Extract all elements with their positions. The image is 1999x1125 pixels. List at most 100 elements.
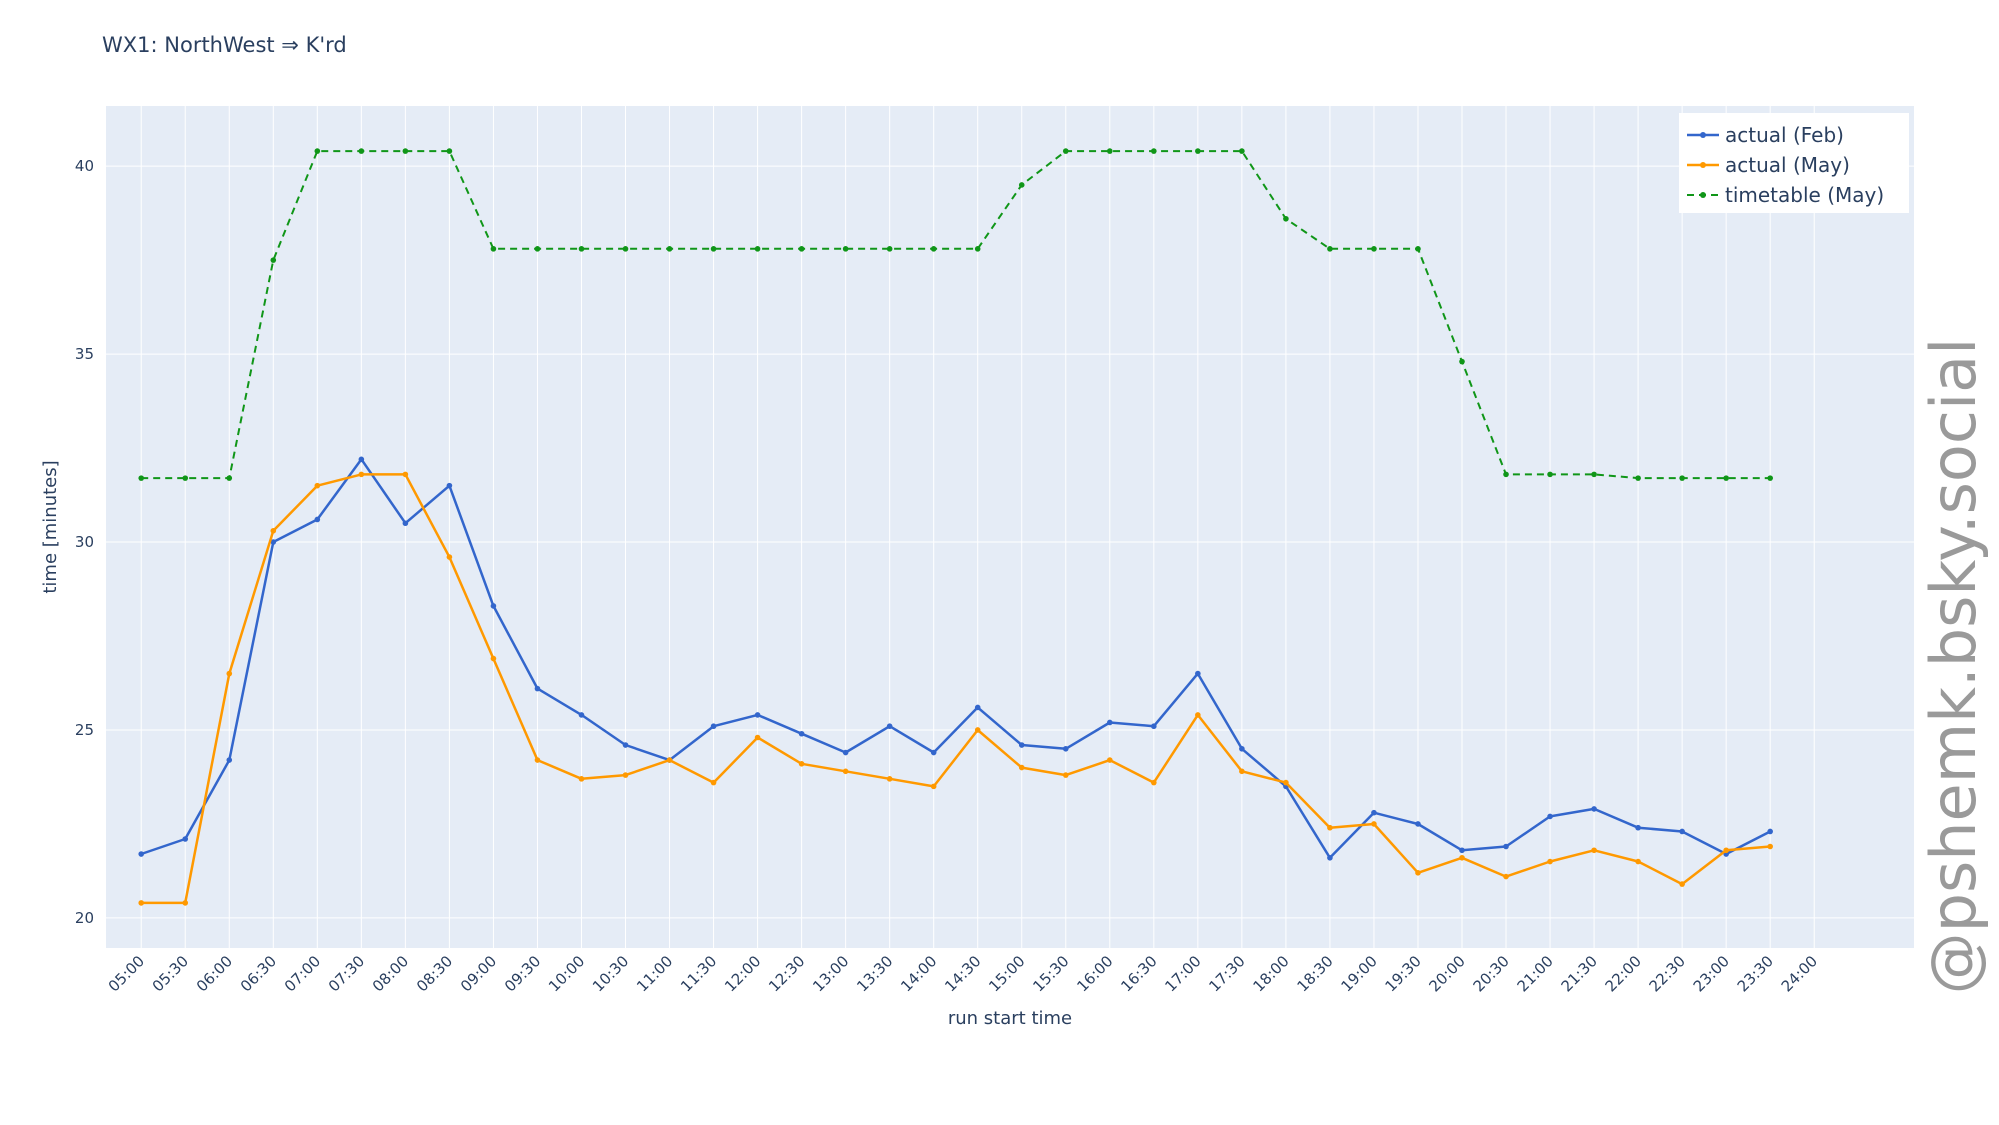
plot-area xyxy=(106,106,1914,948)
data-point xyxy=(1195,712,1201,718)
data-point xyxy=(1327,854,1333,861)
data-point xyxy=(1767,475,1773,481)
data-point xyxy=(1547,858,1553,865)
data-point xyxy=(1459,847,1465,854)
data-point xyxy=(666,246,673,252)
data-point xyxy=(666,757,673,763)
legend-marker xyxy=(1700,192,1706,198)
data-point xyxy=(1591,847,1597,854)
legend-label: actual (Feb) xyxy=(1725,123,1844,147)
data-point xyxy=(402,471,409,478)
data-point xyxy=(138,900,145,906)
data-point xyxy=(314,516,321,523)
data-point xyxy=(182,475,189,481)
data-point xyxy=(1018,742,1025,748)
data-point xyxy=(1239,745,1245,752)
legend[interactable]: actual (Feb) actual (May) timetable (May) xyxy=(1679,113,1909,213)
data-point xyxy=(534,246,541,252)
data-point xyxy=(534,685,541,692)
y-tick-label: 30 xyxy=(75,533,94,551)
data-point xyxy=(270,527,277,534)
data-point xyxy=(1679,475,1685,481)
data-point xyxy=(226,475,233,481)
data-point xyxy=(622,742,629,748)
y-tick-label: 20 xyxy=(75,909,94,927)
data-point xyxy=(1327,246,1333,252)
data-point xyxy=(358,471,365,478)
data-point xyxy=(1371,246,1377,252)
legend-item[interactable]: actual (May) xyxy=(1687,153,1850,177)
y-tick-label: 35 xyxy=(75,345,94,363)
data-point xyxy=(1062,772,1069,778)
y-axis-title: time [minutes] xyxy=(40,460,61,593)
data-point xyxy=(182,900,189,906)
legend-item[interactable]: actual (Feb) xyxy=(1687,123,1844,147)
data-point xyxy=(710,723,717,730)
data-point xyxy=(1679,881,1685,887)
series-line xyxy=(141,150,1771,480)
data-point xyxy=(534,757,541,763)
data-point xyxy=(1151,148,1157,154)
series-actual-may xyxy=(138,471,1773,906)
data-point xyxy=(1195,670,1201,677)
data-point xyxy=(1591,471,1597,478)
data-point xyxy=(1371,809,1377,816)
data-point xyxy=(1062,745,1069,752)
data-point xyxy=(182,836,189,842)
data-point xyxy=(754,246,761,252)
data-point xyxy=(842,246,849,252)
data-point xyxy=(578,776,585,782)
legend-item[interactable]: timetable (May) xyxy=(1687,183,1884,207)
data-point xyxy=(1503,471,1509,478)
data-point xyxy=(1371,821,1377,827)
data-point xyxy=(1767,843,1773,850)
data-point xyxy=(886,246,893,252)
data-point xyxy=(1151,723,1157,730)
data-point xyxy=(1415,821,1421,827)
data-point xyxy=(358,148,365,154)
data-point xyxy=(1767,828,1773,835)
data-point xyxy=(754,712,761,718)
data-point xyxy=(1106,148,1113,154)
data-point xyxy=(490,246,497,252)
data-point xyxy=(974,704,981,711)
data-point xyxy=(1459,358,1465,365)
data-point xyxy=(446,554,453,560)
data-point xyxy=(1503,843,1509,850)
chart-title: WX1: NorthWest ⇒ K'rd xyxy=(102,33,347,57)
data-point xyxy=(1018,182,1025,188)
data-point xyxy=(138,851,145,857)
data-point xyxy=(1503,873,1509,880)
data-point xyxy=(1327,824,1333,831)
y-axis: 20 25 30 35 40 xyxy=(75,157,94,927)
data-point xyxy=(710,779,717,786)
data-point xyxy=(1106,719,1113,726)
legend-marker xyxy=(1700,132,1706,138)
legend-box xyxy=(1679,113,1909,213)
data-point xyxy=(578,246,585,252)
data-point xyxy=(1635,824,1641,831)
data-point xyxy=(974,727,981,733)
data-point xyxy=(226,757,233,763)
data-point xyxy=(886,776,893,782)
data-point xyxy=(1459,854,1465,861)
data-point xyxy=(270,539,277,545)
data-point xyxy=(1283,779,1289,786)
data-point xyxy=(446,482,453,489)
data-point xyxy=(886,723,893,730)
data-point xyxy=(1415,246,1421,252)
data-point xyxy=(798,761,805,767)
data-point xyxy=(402,148,409,154)
data-point xyxy=(226,670,233,677)
data-point xyxy=(710,246,717,252)
data-point xyxy=(1151,779,1157,786)
data-point xyxy=(1195,148,1201,154)
data-point xyxy=(1239,148,1245,154)
data-point xyxy=(578,712,585,718)
legend-label: timetable (May) xyxy=(1725,183,1884,207)
series-line xyxy=(140,458,1771,860)
data-point xyxy=(1106,757,1113,763)
data-point xyxy=(1018,764,1025,771)
data-point xyxy=(1635,858,1641,865)
data-point xyxy=(490,603,497,609)
